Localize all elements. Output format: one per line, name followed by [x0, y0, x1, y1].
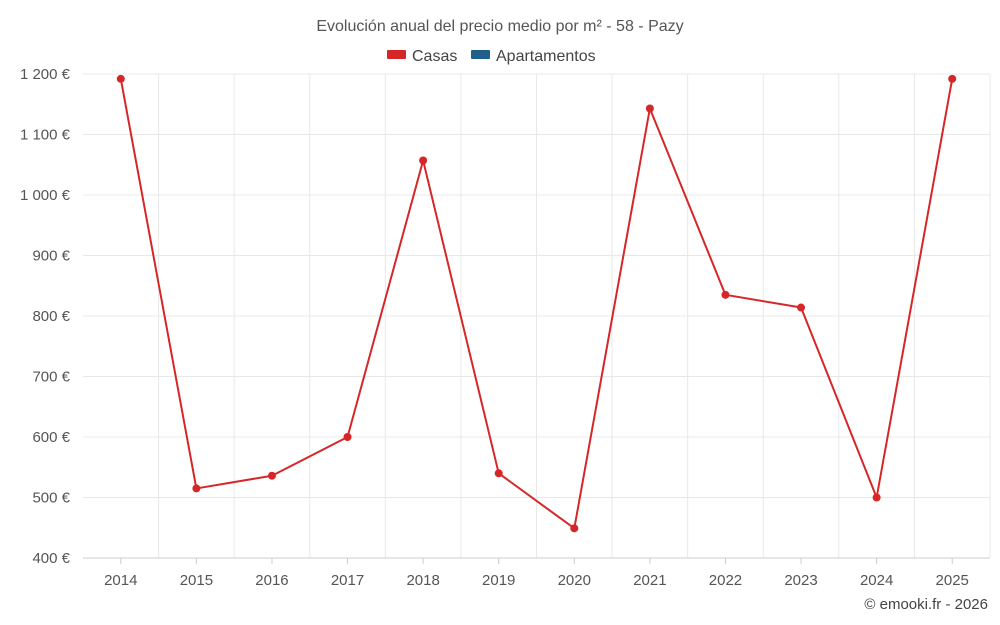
data-point-casas[interactable]	[267, 471, 276, 480]
y-tick-label: 700 €	[32, 369, 70, 386]
credit-text: © emooki.fr - 2026	[864, 596, 988, 613]
legend: Casas Apartamentos	[387, 48, 596, 65]
y-tick-label: 900 €	[32, 248, 70, 265]
data-point-casas[interactable]	[797, 303, 806, 312]
data-point-casas[interactable]	[872, 493, 881, 502]
x-tick-label: 2019	[482, 572, 515, 589]
y-tick-label: 400 €	[32, 550, 70, 567]
x-tick-label: 2018	[406, 572, 439, 589]
data-point-casas[interactable]	[419, 156, 428, 165]
data-point-casas[interactable]	[948, 74, 957, 83]
legend-label-casas[interactable]: Casas	[412, 48, 457, 65]
data-point-casas[interactable]	[570, 524, 579, 533]
series-line-casas	[119, 78, 954, 530]
data-point-casas[interactable]	[721, 290, 730, 299]
chart-title: Evolución anual del precio medio por m² …	[316, 18, 683, 35]
x-tick-label: 2014	[104, 572, 137, 589]
data-point-casas[interactable]	[494, 469, 503, 478]
y-tick-label: 1 200 €	[20, 66, 71, 83]
data-point-casas[interactable]	[116, 74, 125, 83]
x-tick-label: 2024	[860, 572, 893, 589]
x-tick-label: 2017	[331, 572, 364, 589]
x-tick-label: 2016	[255, 572, 288, 589]
x-tick-label: 2021	[633, 572, 666, 589]
y-tick-label: 500 €	[32, 490, 70, 507]
x-tick-label: 2020	[558, 572, 591, 589]
legend-swatch-apartamentos[interactable]	[471, 50, 490, 59]
x-tick-label: 2023	[784, 572, 817, 589]
x-tick-label: 2015	[180, 572, 213, 589]
y-tick-label: 1 000 €	[20, 187, 71, 204]
x-tick-label: 2025	[936, 572, 969, 589]
data-point-casas[interactable]	[645, 104, 654, 113]
axes: 400 € 500 € 600 € 700 € 800 € 900 € 1 000 € 1 1…	[20, 66, 990, 589]
series-layer	[116, 74, 957, 533]
y-tick-label: 600 €	[32, 429, 70, 446]
data-point-casas[interactable]	[343, 433, 352, 441]
y-tick-label: 1 100 €	[20, 127, 71, 144]
legend-label-apartamentos[interactable]: Apartamentos	[496, 48, 596, 65]
y-tick-label: 800 €	[32, 308, 70, 325]
x-tick-label: 2022	[709, 572, 742, 589]
legend-swatch-casas[interactable]	[387, 50, 406, 59]
data-point-casas[interactable]	[192, 484, 201, 493]
